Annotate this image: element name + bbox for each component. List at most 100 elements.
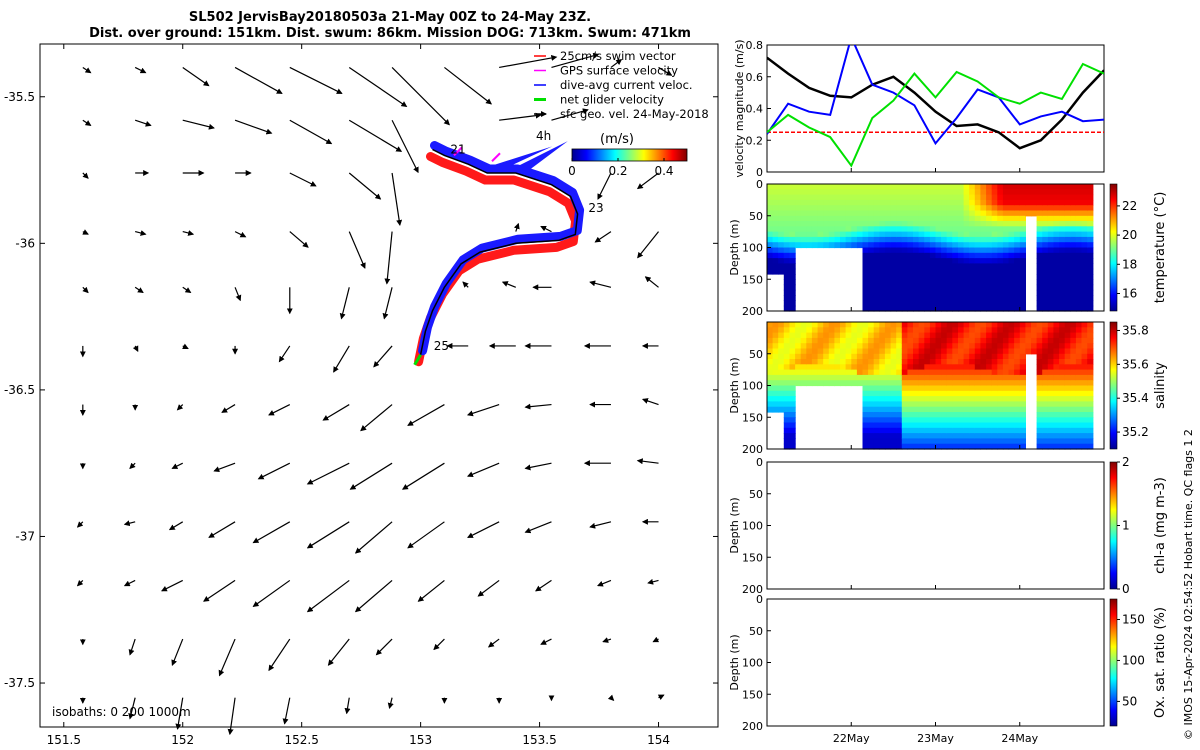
field-cell — [772, 252, 779, 259]
current-vector — [524, 462, 552, 471]
current-vector — [182, 230, 195, 236]
field-cell — [907, 422, 914, 429]
field-cell — [974, 337, 981, 344]
field-cell — [1081, 374, 1088, 381]
current-vector — [82, 66, 92, 74]
field-cell — [1047, 305, 1054, 312]
field-cell — [856, 221, 864, 227]
field-cell — [1036, 427, 1043, 434]
field-cell — [783, 242, 790, 249]
current-vector — [391, 67, 450, 126]
field-cell — [1042, 252, 1049, 259]
field-cell — [896, 353, 903, 360]
field-cell — [896, 215, 903, 222]
field-cell — [772, 210, 779, 217]
field-cell — [884, 343, 892, 350]
field-cell — [1008, 427, 1015, 434]
field-cell — [1064, 433, 1071, 439]
field-cell — [1019, 258, 1026, 264]
field-cell — [997, 406, 1004, 413]
field-cell — [890, 184, 897, 190]
field-cell — [884, 231, 892, 238]
field-cell — [1008, 396, 1015, 402]
field-cell — [772, 390, 779, 397]
field-cell — [1042, 380, 1049, 387]
field-cell — [991, 327, 998, 334]
field-cell — [913, 406, 920, 413]
field-cell — [980, 443, 987, 450]
field-cell — [901, 210, 908, 217]
field-cell — [946, 215, 953, 222]
field-cell — [823, 343, 830, 350]
field-cell — [1008, 380, 1015, 387]
field-cell — [1059, 199, 1066, 206]
field-cell — [1070, 284, 1077, 291]
field-cell — [1075, 263, 1083, 270]
field-cell — [828, 231, 835, 238]
field-cell — [834, 348, 841, 355]
field-cell — [1047, 343, 1054, 350]
section-y-tick-label: 200 — [742, 443, 763, 456]
field-cell — [896, 438, 903, 445]
field-cell — [913, 422, 920, 429]
field-cell — [1008, 369, 1015, 376]
field-cell — [806, 374, 813, 381]
field-cell — [1014, 252, 1021, 259]
field-cell — [1053, 284, 1060, 291]
field-cell — [907, 396, 914, 402]
field-cell — [840, 231, 847, 238]
field-cell — [789, 348, 796, 355]
field-cell — [1087, 258, 1094, 264]
field-cell — [969, 380, 976, 387]
field-cell — [856, 369, 864, 376]
field-cell — [1002, 353, 1010, 360]
field-cell — [1081, 279, 1088, 286]
field-cell — [1053, 343, 1060, 350]
field-cell — [873, 348, 880, 355]
field-cell — [1019, 443, 1026, 450]
field-cell — [929, 412, 937, 418]
field-cell — [1014, 337, 1021, 344]
field-cell — [1014, 305, 1021, 312]
field-cell — [817, 322, 824, 328]
field-cell — [997, 210, 1004, 217]
field-cell — [851, 343, 858, 350]
field-cell — [913, 258, 920, 264]
field-cell — [969, 194, 976, 201]
field-cell — [789, 274, 796, 280]
field-cell — [1019, 189, 1026, 196]
current-vector — [175, 697, 184, 730]
field-cell — [1036, 194, 1043, 201]
field-cell — [991, 353, 998, 360]
field-cell — [986, 401, 993, 408]
section-colorbar-tick-label: 2 — [1122, 455, 1130, 469]
field-cell — [828, 332, 835, 339]
field-cell — [767, 348, 774, 355]
field-cell — [991, 210, 998, 217]
field-cell — [800, 359, 807, 365]
field-cell — [817, 226, 824, 233]
field-cell — [845, 215, 852, 222]
field-cell — [868, 443, 875, 450]
field-cell — [800, 332, 807, 339]
field-cell — [811, 337, 819, 344]
field-cell — [963, 380, 970, 387]
current-vector — [327, 638, 350, 666]
field-cell — [907, 252, 914, 259]
field-cell — [1042, 284, 1049, 291]
field-cell — [924, 422, 931, 429]
field-cell — [862, 279, 869, 286]
field-cell — [963, 247, 970, 254]
field-cell — [811, 184, 819, 190]
field-cell — [868, 322, 875, 328]
field-cell — [817, 184, 824, 190]
velocity-series-line — [767, 45, 1104, 146]
field-cell — [918, 242, 925, 249]
field-cell — [834, 215, 841, 222]
field-cell — [1087, 374, 1094, 381]
section-colorbar-tick-label: 22 — [1122, 199, 1137, 213]
field-cell — [901, 295, 908, 301]
field-cell — [958, 268, 965, 275]
field-cell — [806, 231, 813, 238]
field-cell — [1042, 433, 1049, 439]
